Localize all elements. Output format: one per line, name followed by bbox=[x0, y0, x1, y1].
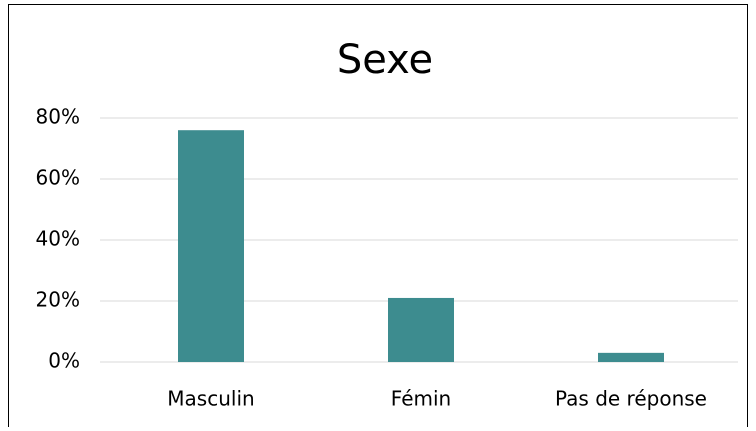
y-tick-label: 60% bbox=[36, 166, 80, 190]
chart-title: Sexe bbox=[337, 37, 433, 83]
y-tick-label: 80% bbox=[36, 105, 80, 129]
x-tick-label: Fémin bbox=[391, 387, 451, 411]
bar bbox=[388, 297, 454, 362]
x-tick-label: Masculin bbox=[167, 387, 254, 411]
x-tick-label: Pas de réponse bbox=[555, 387, 707, 411]
y-tick-label: 20% bbox=[36, 288, 80, 312]
y-tick-label: 40% bbox=[36, 227, 80, 251]
y-tick-label: 0% bbox=[48, 349, 80, 373]
bar bbox=[178, 130, 244, 362]
bar bbox=[598, 352, 664, 362]
